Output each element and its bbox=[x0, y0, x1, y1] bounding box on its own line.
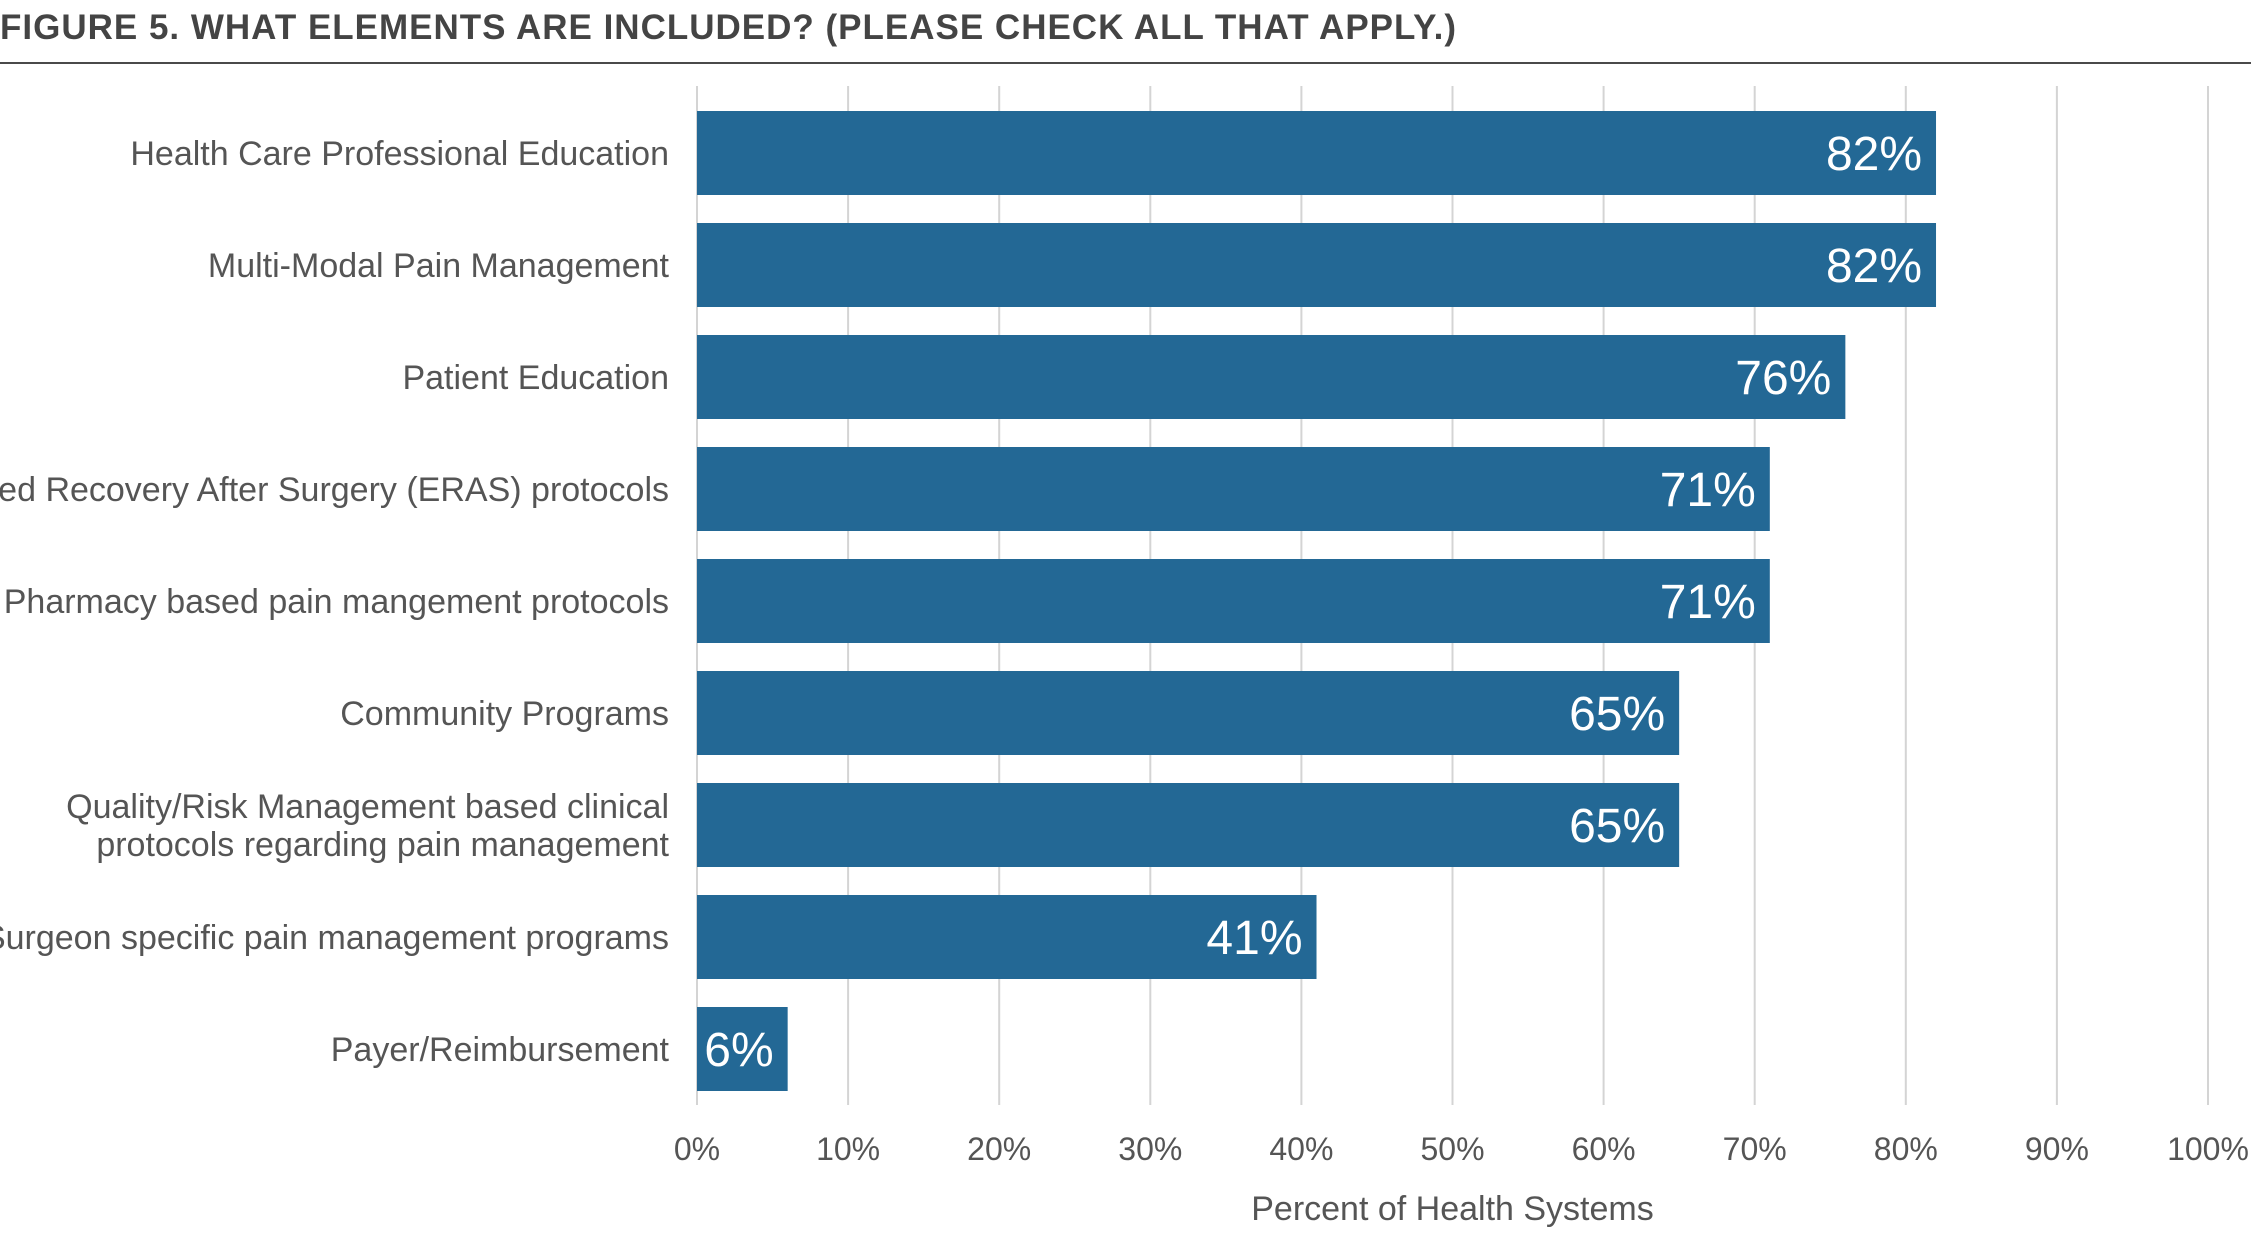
value-label: 71% bbox=[1660, 576, 1756, 629]
category-label: Surgeon specific pain management program… bbox=[0, 919, 669, 957]
value-label: 65% bbox=[1569, 800, 1665, 853]
category-label: Health Care Professional Education bbox=[130, 135, 669, 173]
category-label: Payer/Reimbursement bbox=[331, 1031, 670, 1069]
value-label: 6% bbox=[704, 1024, 773, 1077]
category-label: Quality/Risk Management based clinical pr… bbox=[66, 788, 669, 864]
category-label-line: Community Programs bbox=[340, 695, 669, 733]
x-tick-label: 80% bbox=[1874, 1131, 1938, 1167]
value-label: 82% bbox=[1826, 128, 1922, 181]
bar bbox=[697, 783, 1679, 867]
category-label-line: Quality/Risk Management based clinical bbox=[66, 788, 669, 826]
category-label-line: Multi-Modal Pain Management bbox=[208, 247, 670, 285]
x-tick-label: 30% bbox=[1118, 1131, 1182, 1167]
category-label: Enhanced Recovery After Surgery (ERAS) p… bbox=[0, 471, 669, 509]
x-axis-title: Percent of Health Systems bbox=[1251, 1190, 1654, 1228]
value-label: 71% bbox=[1660, 464, 1756, 517]
bar bbox=[697, 447, 1770, 531]
x-tick-labels: 0% 10% 20% 30% 40% 50% 60% 70% 80% 90% 100% bbox=[674, 1131, 2249, 1167]
bar bbox=[697, 335, 1845, 419]
value-label: 65% bbox=[1569, 688, 1665, 741]
category-label-line: Patient Education bbox=[402, 359, 669, 397]
category-label-line: Pharmacy based pain mangement protocols bbox=[4, 583, 669, 621]
category-label-line: Surgeon specific pain management program… bbox=[0, 919, 669, 957]
x-tick-label: 60% bbox=[1572, 1131, 1636, 1167]
category-label-line: Enhanced Recovery After Surgery (ERAS) p… bbox=[0, 471, 669, 509]
x-tick-label: 0% bbox=[674, 1131, 720, 1167]
category-label: Pharmacy based pain mangement protocols bbox=[4, 583, 669, 621]
x-tick-label: 10% bbox=[816, 1131, 880, 1167]
value-label: 41% bbox=[1206, 912, 1302, 965]
category-labels: Health Care Professional Education Multi-… bbox=[0, 135, 670, 1069]
x-tick-label: 70% bbox=[1723, 1131, 1787, 1167]
category-label: Multi-Modal Pain Management bbox=[208, 247, 670, 285]
bar bbox=[697, 671, 1679, 755]
category-label-line: Payer/Reimbursement bbox=[331, 1031, 670, 1069]
bar bbox=[697, 223, 1936, 307]
x-tick-label: 40% bbox=[1269, 1131, 1333, 1167]
x-tick-label: 20% bbox=[967, 1131, 1031, 1167]
category-label: Community Programs bbox=[340, 695, 669, 733]
value-label: 82% bbox=[1826, 240, 1922, 293]
bar bbox=[697, 111, 1936, 195]
x-tick-label: 50% bbox=[1420, 1131, 1484, 1167]
x-tick-label: 100% bbox=[2167, 1131, 2249, 1167]
category-label-line: Health Care Professional Education bbox=[130, 135, 669, 173]
bar bbox=[697, 559, 1770, 643]
value-label: 76% bbox=[1735, 352, 1831, 405]
category-label: Patient Education bbox=[402, 359, 669, 397]
category-label-line: protocols regarding pain management bbox=[96, 826, 669, 864]
x-tick-label: 90% bbox=[2025, 1131, 2089, 1167]
